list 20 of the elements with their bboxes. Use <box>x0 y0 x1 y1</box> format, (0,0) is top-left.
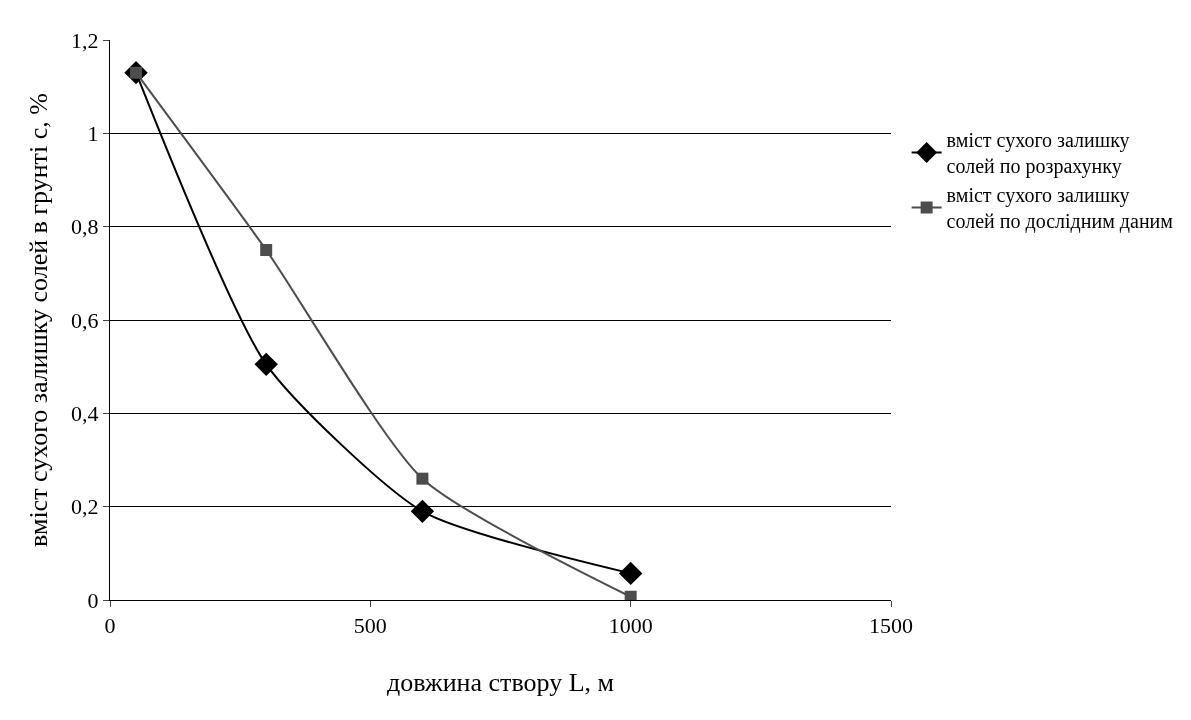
y-tick-label: 1,2 <box>71 27 99 53</box>
point <box>254 352 278 377</box>
legend-label: вміст сухого залишку солей по дослідним даним <box>946 184 1174 234</box>
x-tick-label: 500 <box>353 613 387 639</box>
y-tick-label: 0,8 <box>71 214 99 240</box>
point <box>416 472 429 485</box>
y-tick-label: 0,2 <box>71 494 99 520</box>
x-tick-label: 1500 <box>869 613 913 639</box>
x-tick-label: 0 <box>104 613 116 639</box>
y-tick-label: 0,4 <box>71 401 99 427</box>
y-tick-label: 0 <box>87 587 99 613</box>
point <box>260 244 273 256</box>
point <box>624 590 637 600</box>
x-axis-title: довжина створу L, м <box>386 668 615 698</box>
point <box>410 499 435 524</box>
x-tick-label: 1000 <box>608 613 653 639</box>
y-tick-label: 0,6 <box>71 307 99 333</box>
point <box>618 561 643 586</box>
y-axis-title: вміст сухого залишку солей в грунті с, % <box>24 93 54 547</box>
y-tick-label: 1 <box>87 121 99 147</box>
